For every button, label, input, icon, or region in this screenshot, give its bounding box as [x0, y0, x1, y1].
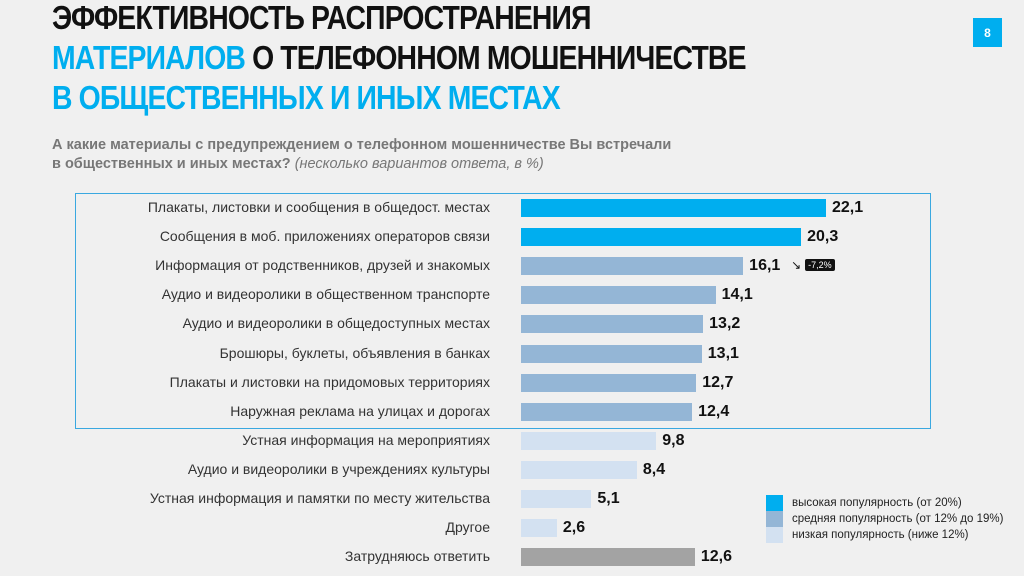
legend-item: средняя популярность (от 12% до 19%)	[766, 511, 1003, 527]
legend-item: низкая популярность (ниже 12%)	[766, 527, 1003, 543]
title-highlight: МАТЕРИАЛОВ	[52, 39, 246, 76]
title-rest: О ТЕЛЕФОННОМ МОШЕННИЧЕСТВЕ	[245, 39, 746, 76]
category-label: Аудио и видеоролики в учреждениях культу…	[187, 460, 490, 477]
page-number: 8	[973, 18, 1002, 47]
value-label: 13,1	[707, 344, 739, 362]
arrow-down-icon: ↘	[791, 258, 802, 273]
value-label: 16,1	[749, 257, 781, 275]
question-note: (несколько вариантов ответа, в %)	[294, 156, 544, 172]
legend-label: средняя популярность (от 12% до 19%)	[792, 513, 1004, 525]
value-label: 12,7	[702, 373, 734, 391]
category-label: Другое	[445, 519, 490, 536]
legend-swatch	[766, 511, 783, 527]
value-label: 12,6	[700, 548, 733, 566]
category-label: Устная информация и памятки по месту жит…	[149, 490, 490, 506]
category-label: Наружная реклама на улицах и дорогах	[230, 402, 490, 419]
legend-label: низкая популярность (ниже 12%)	[792, 529, 969, 541]
bar	[521, 373, 697, 392]
value-label: 13,2	[709, 315, 741, 333]
bar	[521, 199, 826, 217]
bar	[521, 344, 702, 363]
bar	[521, 431, 657, 450]
value-label: 8,4	[642, 460, 666, 478]
question-text: А какие материалы с предупреждением о те…	[52, 137, 672, 172]
category-label: Аудио и видеоролики в общественном транс…	[161, 286, 490, 303]
title-line-1: ЭФФЕКТИВНОСТЬ РАСПРОСТРАНЕНИЯ	[52, 0, 591, 36]
legend-swatch	[766, 495, 783, 511]
bar	[521, 228, 802, 247]
bar	[521, 460, 637, 479]
category-label: Сообщения в моб. приложениях операторов …	[159, 228, 490, 245]
bar	[521, 548, 695, 567]
bar	[521, 402, 693, 421]
category-label: Устная информация на мероприятиях	[242, 431, 490, 448]
bar	[521, 257, 744, 276]
category-label: Затрудняюсь ответить	[344, 548, 490, 565]
bar	[521, 315, 704, 334]
title-line-2: МАТЕРИАЛОВ О ТЕЛЕФОННОМ МОШЕННИЧЕСТВЕ	[52, 38, 747, 78]
value-label: 5,1	[597, 490, 620, 507]
category-label: Аудио и видеоролики в общедоступных мест…	[182, 315, 490, 332]
category-label: Плакаты и листовки на придомовых террито…	[169, 373, 490, 390]
bar	[521, 286, 716, 305]
value-label: 12,4	[698, 402, 730, 420]
category-label: Плакаты, листовки и сообщения в общедост…	[147, 199, 490, 215]
value-label: 22,1	[831, 199, 864, 216]
value-label: 20,3	[807, 228, 839, 246]
highlight-frame	[75, 193, 931, 429]
title-line-3: В ОБЩЕСТВЕННЫХ И ИНЫХ МЕСТАХ	[52, 79, 561, 116]
question: А какие материалы с предупреждением о те…	[52, 136, 672, 174]
category-label: Информация от родственников, друзей и зн…	[155, 257, 490, 274]
legend-item: высокая популярность (от 20%)	[766, 495, 1003, 511]
change-badge: -7,2%	[805, 259, 835, 272]
legend-label: высокая популярность (от 20%)	[792, 497, 962, 509]
category-label: Брошюры, буклеты, объявления в банках	[219, 344, 490, 361]
bar	[521, 490, 592, 508]
bar	[521, 519, 557, 538]
legend-swatch	[766, 527, 783, 543]
legend: высокая популярность (от 20%) средняя поп…	[766, 495, 1003, 543]
value-label: 2,6	[562, 519, 586, 537]
value-label: 14,1	[721, 286, 753, 304]
value-label: 9,8	[662, 431, 685, 449]
